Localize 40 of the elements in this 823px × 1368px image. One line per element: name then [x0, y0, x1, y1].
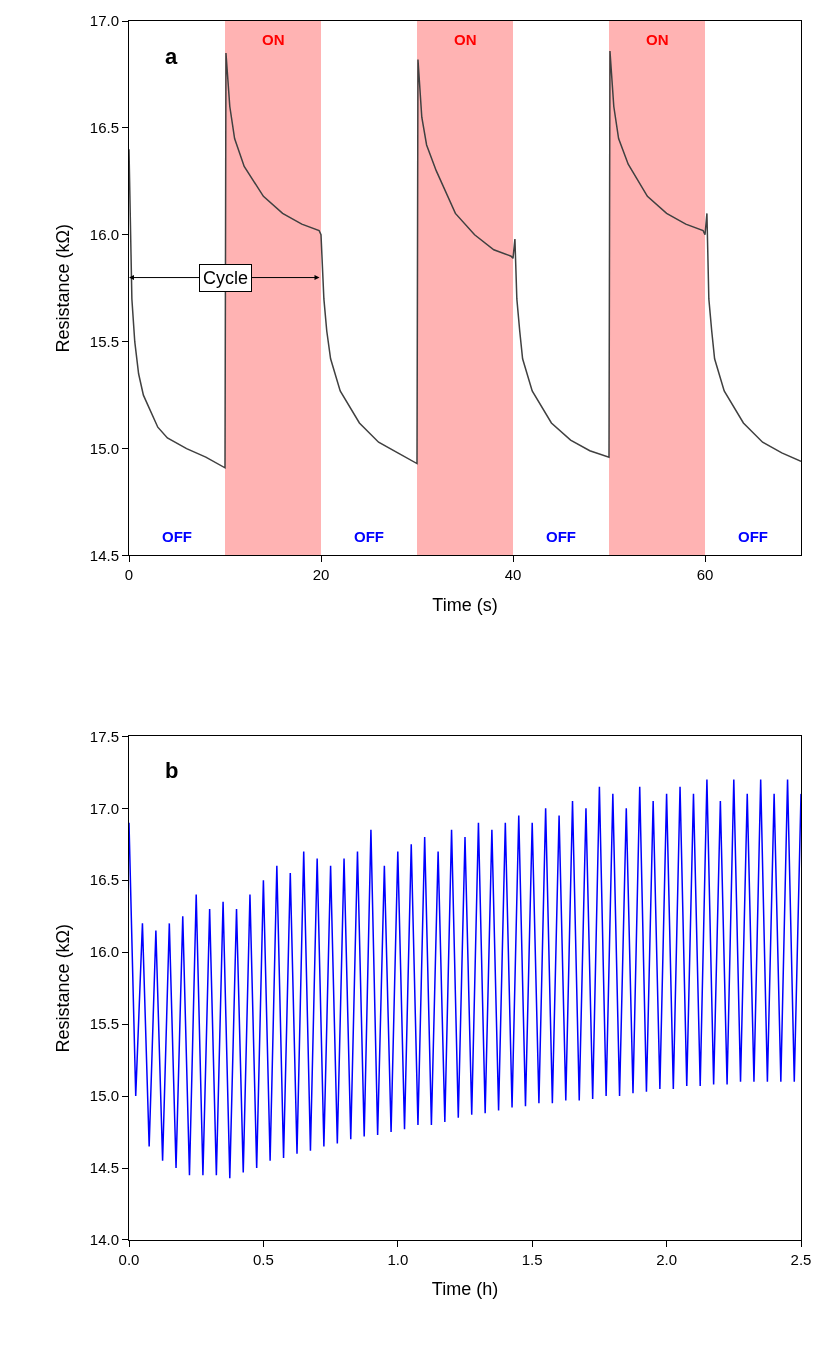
x-tick-label: 2.5: [790, 1251, 812, 1268]
y-tick-label: 15.0: [89, 1087, 119, 1105]
y-axis-title: Resistance (kΩ): [53, 923, 73, 1053]
band-label: ON: [262, 31, 285, 48]
x-tick-label: 0.0: [118, 1251, 140, 1268]
line-series: [129, 778, 801, 1179]
x-axis-title: Time (h): [431, 1279, 499, 1300]
y-tick-label: 15.5: [89, 332, 119, 350]
y-tick-label: 17.5: [89, 727, 119, 745]
y-tick-label: 16.5: [89, 119, 119, 137]
annotation: b: [165, 758, 179, 783]
x-tick-label: 2.0: [656, 1251, 678, 1268]
x-tick-label: 0: [124, 566, 134, 584]
x-axis-title: Time (s): [432, 594, 498, 615]
x-tick-label: 0.5: [252, 1251, 274, 1268]
annotation: OFF: [738, 528, 768, 545]
band-label: ON: [646, 31, 669, 48]
y-tick-label: 17.0: [89, 799, 119, 817]
annotation: OFF: [162, 528, 192, 545]
x-tick-label: 1.5: [521, 1251, 543, 1268]
y-tick-label: 16.5: [89, 871, 119, 889]
y-axis-title: Resistance (kΩ): [53, 224, 73, 353]
y-tick-label: 16.0: [89, 226, 119, 244]
y-tick-label: 15.0: [89, 439, 119, 457]
x-tick-label: 60: [696, 566, 714, 584]
annotation: OFF: [354, 528, 384, 545]
y-tick-label: 17.0: [89, 12, 119, 30]
y-tick-label: 14.5: [89, 546, 119, 564]
y-tick-label: 14.0: [89, 1231, 119, 1249]
line-series: [129, 50, 801, 469]
annotation: Cycle: [203, 268, 249, 288]
x-tick-label: 20: [312, 566, 330, 584]
y-tick-label: 15.5: [89, 1015, 119, 1033]
annotation: OFF: [546, 528, 576, 545]
annotation: a: [165, 44, 178, 69]
y-tick-label: 14.5: [89, 1159, 119, 1177]
x-tick-label: 40: [504, 566, 522, 584]
x-tick-label: 1.0: [387, 1251, 409, 1268]
y-tick-label: 16.0: [89, 943, 119, 961]
band-label: ON: [454, 31, 477, 48]
